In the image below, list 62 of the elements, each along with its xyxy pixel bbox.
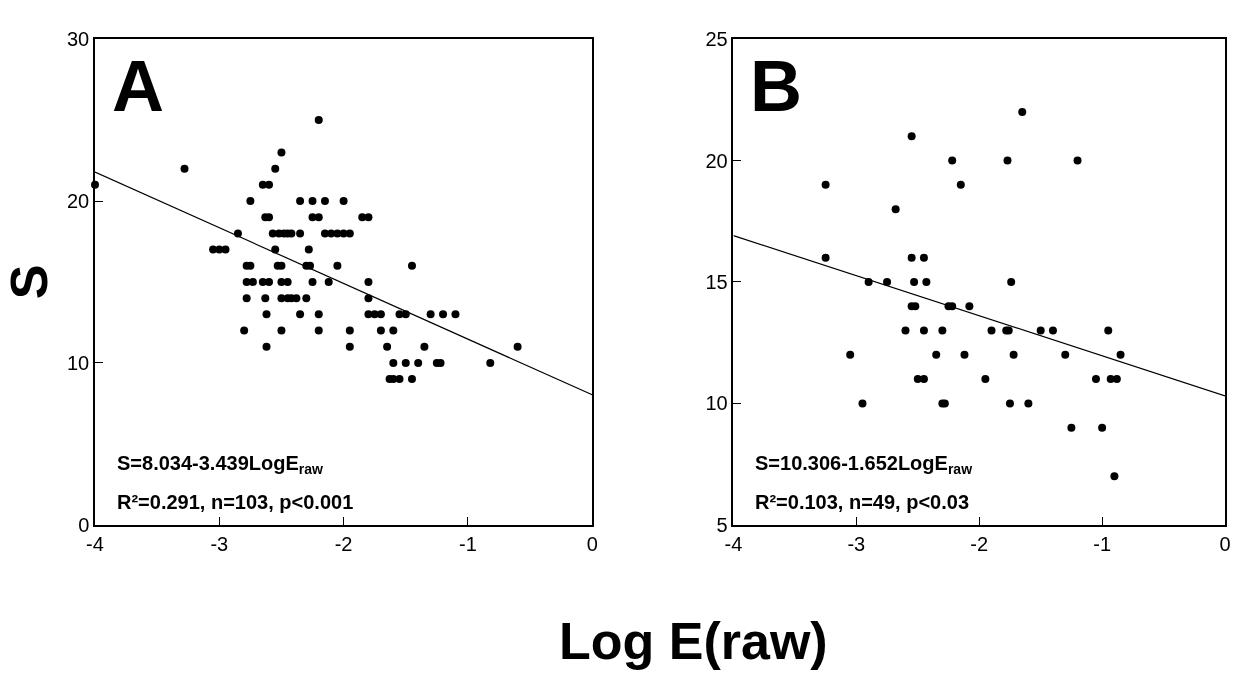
point	[938, 326, 947, 335]
point	[1091, 375, 1100, 384]
point	[956, 180, 965, 189]
annotation: A	[112, 46, 164, 126]
annotation: R²=0.103, n=49, p<0.03	[755, 491, 970, 513]
x-tick-label: -1	[1093, 532, 1112, 555]
point	[1073, 156, 1082, 165]
point	[821, 180, 830, 189]
point	[981, 375, 990, 384]
y-tick-label: 20	[67, 190, 90, 213]
point	[907, 132, 916, 141]
annotation: S=10.306-1.652LogE$_{raw}$	[755, 452, 973, 478]
point	[919, 253, 928, 262]
y-tick-label: 15	[705, 270, 728, 293]
y-tick-label: 10	[67, 351, 90, 374]
y-axis-title: S	[0, 264, 58, 300]
point	[987, 326, 996, 335]
point	[919, 326, 928, 335]
point	[864, 277, 873, 286]
point	[1116, 350, 1125, 359]
y-tick-label: 20	[705, 149, 728, 172]
point	[965, 302, 974, 311]
y-tick-label: 25	[705, 28, 728, 51]
point	[891, 205, 900, 214]
x-tick-label: -2	[334, 532, 353, 555]
point	[1009, 350, 1018, 359]
point	[1067, 423, 1076, 432]
point	[907, 253, 916, 262]
point	[1112, 375, 1121, 384]
x-tick-label: -2	[970, 532, 989, 555]
point	[1005, 399, 1014, 408]
point	[1061, 350, 1070, 359]
y-tick-label: 30	[67, 28, 90, 51]
x-tick-label: 0	[586, 532, 598, 555]
x-tick-label: -3	[847, 532, 866, 555]
point	[901, 326, 910, 335]
point	[883, 277, 892, 286]
annotation: R²=0.291, n=103, p<0.001	[117, 491, 354, 513]
point	[858, 399, 867, 408]
point	[932, 350, 941, 359]
x-axis-title: Log E(raw)	[559, 612, 828, 670]
annotation: S=8.034-3.439LogE$_{raw}$	[117, 452, 324, 478]
point	[948, 156, 957, 165]
point	[1024, 399, 1033, 408]
x-tick-label: 0	[1219, 532, 1231, 555]
point	[846, 350, 855, 359]
point	[821, 253, 830, 262]
annotation: B	[750, 46, 802, 126]
point	[1098, 423, 1107, 432]
point	[1007, 277, 1016, 286]
point	[960, 350, 969, 359]
point	[1018, 108, 1027, 117]
point	[1036, 326, 1045, 335]
point	[1104, 326, 1113, 335]
y-tick-label: 10	[705, 392, 728, 415]
x-tick-label: -1	[459, 532, 477, 555]
point	[1003, 156, 1012, 165]
point	[910, 277, 919, 286]
point	[1110, 472, 1119, 481]
point	[922, 277, 931, 286]
x-tick-label: -3	[210, 532, 229, 555]
point	[1048, 326, 1057, 335]
